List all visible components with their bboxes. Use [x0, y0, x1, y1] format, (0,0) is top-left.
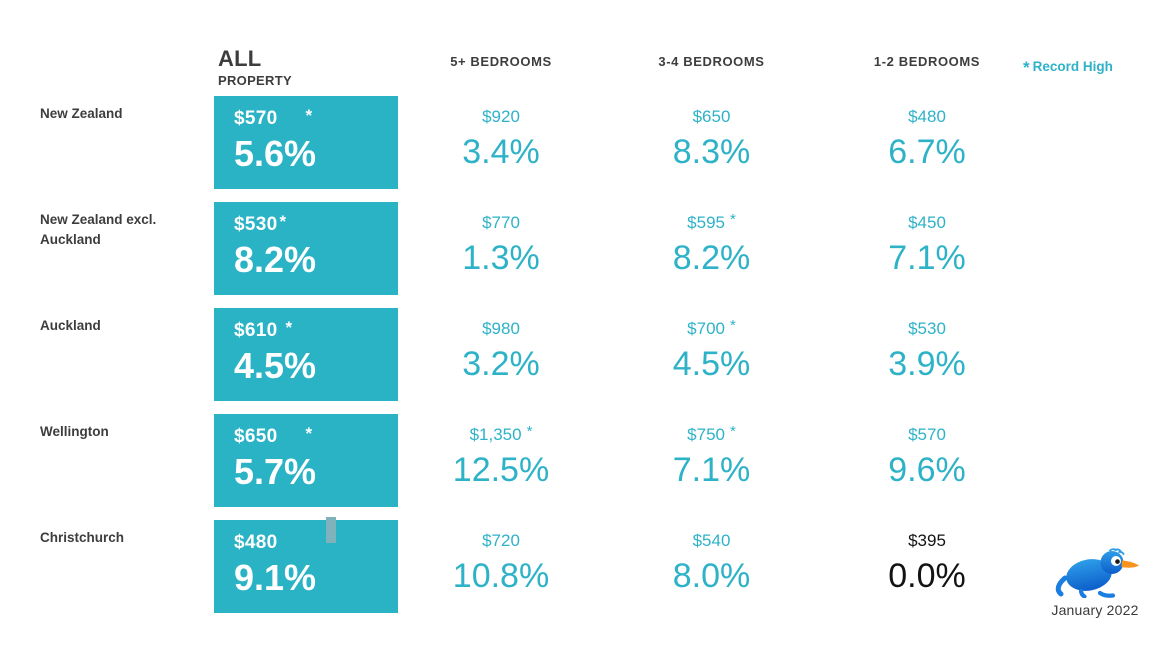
region-label: New Zealand excl. Auckland	[40, 212, 157, 247]
asterisk-icon: *	[1023, 58, 1030, 77]
column-header-5plus-bedrooms: 5+ BEDROOMS	[450, 54, 552, 69]
table-row: Christchurch $480 9.1% $720 10.8% $540 8…	[0, 520, 1164, 613]
all-property-line1: ALL	[218, 46, 262, 71]
bedrooms-1-2-cell: $570 9.6%	[819, 414, 1035, 507]
record-high-legend: * Record High	[1023, 0, 1164, 88]
price-value: $570	[234, 108, 278, 129]
price-value: $720	[482, 531, 520, 550]
record-high-star-icon: *	[305, 424, 313, 443]
row-spacer	[1035, 202, 1164, 295]
price-value: $770	[482, 213, 520, 232]
price-value: $540	[692, 531, 731, 550]
bedrooms-5plus-cell: $1,350 * 12.5%	[398, 414, 604, 507]
row-spacer	[1035, 308, 1164, 401]
percent-value: 1.3%	[462, 239, 540, 278]
percent-value: 8.2%	[672, 239, 751, 278]
bedrooms-3-4-cell: $595 * 8.2%	[604, 202, 819, 295]
region-label: Wellington	[40, 424, 109, 439]
header-spacer	[0, 0, 214, 88]
report-date: January 2022	[1051, 602, 1139, 618]
table-body: New Zealand $570 * 5.6% $920 3.4% $650 8.…	[0, 96, 1164, 626]
price-value: $450	[908, 213, 946, 232]
percent-value: 6.7%	[888, 133, 966, 172]
all-property-cell: $650 * 5.7%	[214, 414, 398, 507]
bedrooms-5plus-cell: $770 1.3%	[398, 202, 604, 295]
column-header-1-2-bedrooms: 1-2 BEDROOMS	[873, 54, 981, 69]
percent-value: 3.9%	[888, 345, 966, 384]
region-label: Christchurch	[40, 530, 125, 545]
percent-value: 12.5%	[452, 451, 550, 490]
price-value: $570	[908, 425, 946, 444]
percent-value: 5.6%	[234, 132, 317, 174]
percent-value: 0.0%	[888, 557, 966, 596]
bedrooms-5plus-cell: $720 10.8%	[398, 520, 604, 613]
percent-value: 9.6%	[888, 451, 966, 490]
record-high-label: Record High	[1032, 59, 1113, 74]
percent-value: 3.4%	[462, 133, 540, 172]
record-high-star-icon: *	[285, 318, 293, 337]
table-row: New Zealand excl. Auckland $530 * 8.2% $7…	[0, 202, 1164, 295]
table-row: Auckland $610 * 4.5% $980 3.2% $700 * 4.5%…	[0, 308, 1164, 401]
percent-value: 5.7%	[234, 450, 317, 492]
percent-value: 9.1%	[234, 556, 317, 598]
bedrooms-5plus-cell: $980 3.2%	[398, 308, 604, 401]
price-value: $395	[908, 531, 946, 550]
record-high-star-icon: *	[279, 212, 287, 231]
column-header-3-4-bedrooms: 3-4 BEDROOMS	[658, 54, 765, 69]
all-property-line2: PROPERTY	[218, 73, 292, 88]
price-value: $920	[482, 107, 520, 126]
bedrooms-1-2-cell: $450 7.1%	[819, 202, 1035, 295]
region-label: New Zealand	[40, 106, 123, 121]
price-value: $980	[482, 319, 520, 338]
percent-value: 8.2%	[234, 238, 317, 280]
all-property-cell: $530 * 8.2%	[214, 202, 398, 295]
record-high-star-icon: *	[729, 211, 736, 228]
percent-value: 8.3%	[672, 133, 751, 172]
price-value: $650	[234, 426, 278, 447]
price-value: $480	[908, 107, 946, 126]
record-high-star-icon: *	[526, 423, 533, 440]
percent-value: 3.2%	[462, 345, 540, 384]
region-label: Auckland	[40, 318, 101, 333]
bedrooms-3-4-cell: $650 8.3%	[604, 96, 819, 189]
record-high-star-icon: *	[305, 106, 313, 125]
row-spacer	[1035, 96, 1164, 189]
percent-value: 10.8%	[452, 557, 550, 596]
all-property-cell: $480 9.1%	[214, 520, 398, 613]
price-value: $610	[234, 320, 278, 341]
price-value: $595	[687, 213, 725, 232]
price-value: $530	[234, 214, 278, 235]
price-value: $750	[687, 425, 725, 444]
bedrooms-5plus-cell: $920 3.4%	[398, 96, 604, 189]
bedrooms-1-2-cell: $530 3.9%	[819, 308, 1035, 401]
record-high-star-icon: *	[729, 423, 736, 440]
bedrooms-1-2-cell: $480 6.7%	[819, 96, 1035, 189]
bedrooms-1-2-cell: $395 0.0%	[819, 520, 1035, 613]
table-row: New Zealand $570 * 5.6% $920 3.4% $650 8.…	[0, 96, 1164, 189]
bedrooms-3-4-cell: $750 * 7.1%	[604, 414, 819, 507]
percent-value: 7.1%	[888, 239, 966, 278]
percent-value: 4.5%	[234, 344, 317, 386]
percent-value: 8.0%	[672, 557, 751, 596]
price-value: $530	[908, 319, 946, 338]
all-property-cell: $570 * 5.6%	[214, 96, 398, 189]
screenshot-artifact-mark	[326, 517, 336, 543]
row-spacer	[1035, 414, 1164, 507]
table-row: Wellington $650 * 5.7% $1,350 * 12.5% $750…	[0, 414, 1164, 507]
price-value: $700	[687, 319, 725, 338]
table-header: ALL PROPERTY 5+ BEDROOMS 3-4 BEDROOMS 1-…	[0, 0, 1164, 89]
all-property-cell: $610 * 4.5%	[214, 308, 398, 401]
percent-value: 7.1%	[672, 451, 751, 490]
record-high-star-icon: *	[729, 317, 736, 334]
price-value: $480	[234, 532, 278, 553]
kiwi-bird-logo-icon	[1055, 548, 1139, 598]
percent-value: 4.5%	[672, 345, 751, 384]
footer: January 2022	[1036, 548, 1154, 618]
price-value: $650	[692, 107, 731, 126]
column-header-all-property: ALL PROPERTY	[214, 0, 398, 89]
bedrooms-3-4-cell: $540 8.0%	[604, 520, 819, 613]
price-value: $1,350	[469, 425, 522, 444]
bedrooms-3-4-cell: $700 * 4.5%	[604, 308, 819, 401]
